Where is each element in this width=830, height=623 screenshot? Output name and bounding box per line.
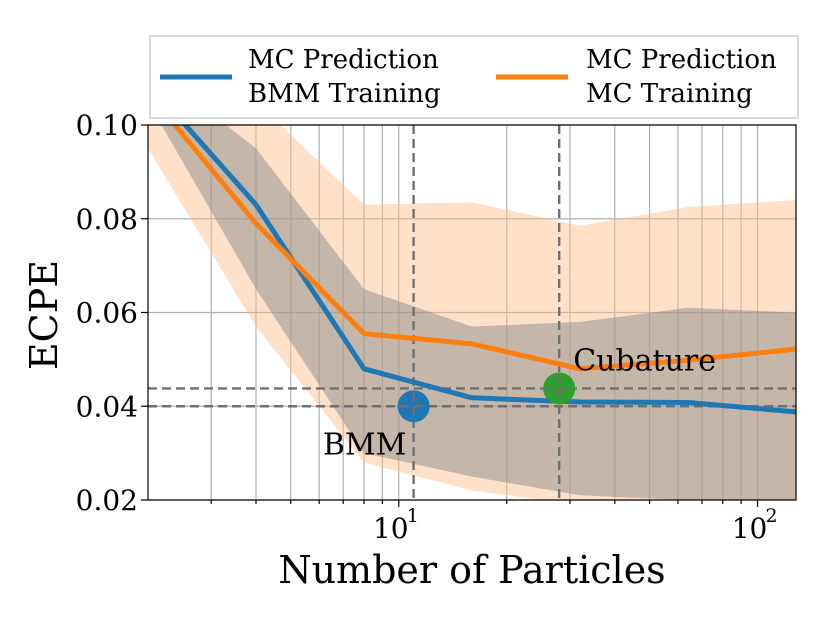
reference-lines	[148, 125, 796, 500]
x-axis-label: Number of Particles	[278, 548, 665, 592]
series-line-bmm-training	[182, 125, 796, 415]
legend: MC Prediction BMM Training MC Prediction…	[149, 35, 799, 119]
y-tick-label: 0.06	[76, 297, 138, 330]
series-lines	[171, 125, 796, 415]
y-axis-label: ECPE	[22, 260, 66, 370]
x-tick-label: 10	[373, 512, 409, 545]
y-tick-label: 0.02	[76, 484, 138, 517]
marker-label-bmm: BMM	[323, 427, 406, 462]
band-bmm-training	[161, 125, 796, 500]
y-tick-label: 0.10	[76, 109, 138, 142]
y-axis: 0.02 0.04 0.06 0.08 0.10	[76, 109, 148, 517]
legend-label-bmm-line2: BMM Training	[248, 79, 441, 109]
legend-label-mc-line2: MC Training	[586, 79, 753, 109]
marker-points: BMM Cubature	[323, 343, 716, 462]
x-tick-label: 10	[732, 512, 768, 545]
confidence-bands	[148, 125, 796, 500]
y-tick-label: 0.04	[76, 390, 138, 423]
x-tick-exponent: 1	[407, 505, 419, 527]
x-axis: 101 102	[210, 500, 778, 545]
legend-box	[149, 35, 799, 119]
y-tick-label: 0.08	[76, 203, 138, 236]
series-line-mc-training	[171, 125, 796, 372]
x-tick-exponent: 2	[766, 505, 778, 527]
legend-label-bmm-line1: MC Prediction	[248, 45, 439, 75]
legend-label-mc-line1: MC Prediction	[586, 45, 777, 75]
marker-label-cubature: Cubature	[573, 343, 716, 378]
